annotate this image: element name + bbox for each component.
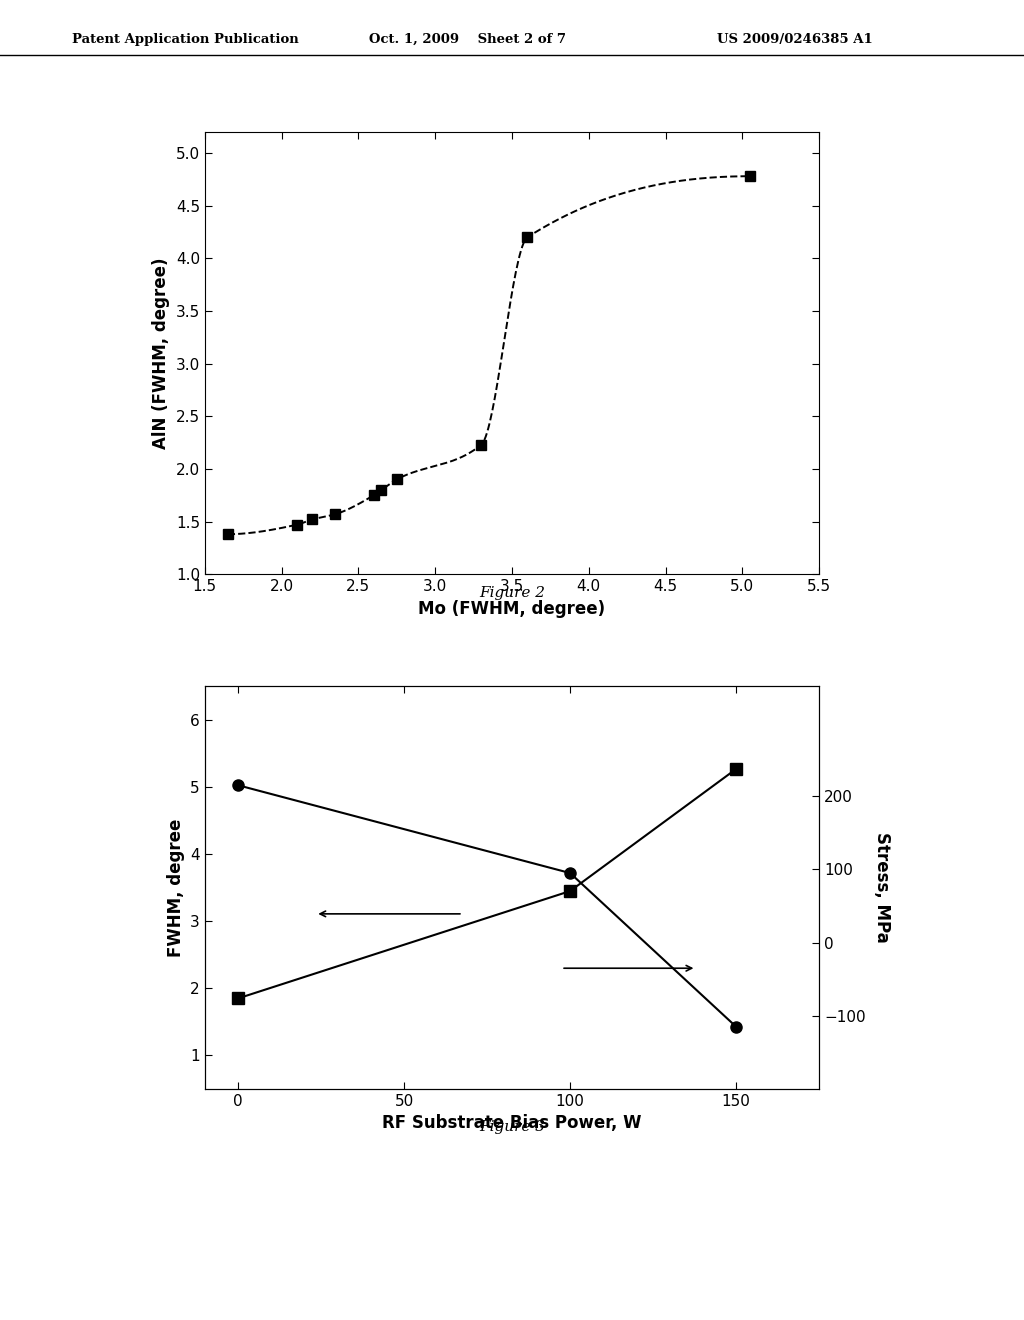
Text: US 2009/0246385 A1: US 2009/0246385 A1	[717, 33, 872, 46]
Y-axis label: AlN (FWHM, degree): AlN (FWHM, degree)	[153, 257, 170, 449]
X-axis label: RF Substrate Bias Power, W: RF Substrate Bias Power, W	[382, 1114, 642, 1133]
Y-axis label: FWHM, degree: FWHM, degree	[167, 818, 184, 957]
Text: Figure 3: Figure 3	[479, 1121, 545, 1134]
Text: Figure 2: Figure 2	[479, 586, 545, 599]
Text: Patent Application Publication: Patent Application Publication	[72, 33, 298, 46]
X-axis label: Mo (FWHM, degree): Mo (FWHM, degree)	[419, 599, 605, 618]
Text: Oct. 1, 2009    Sheet 2 of 7: Oct. 1, 2009 Sheet 2 of 7	[369, 33, 565, 46]
Y-axis label: Stress, MPa: Stress, MPa	[872, 833, 891, 942]
